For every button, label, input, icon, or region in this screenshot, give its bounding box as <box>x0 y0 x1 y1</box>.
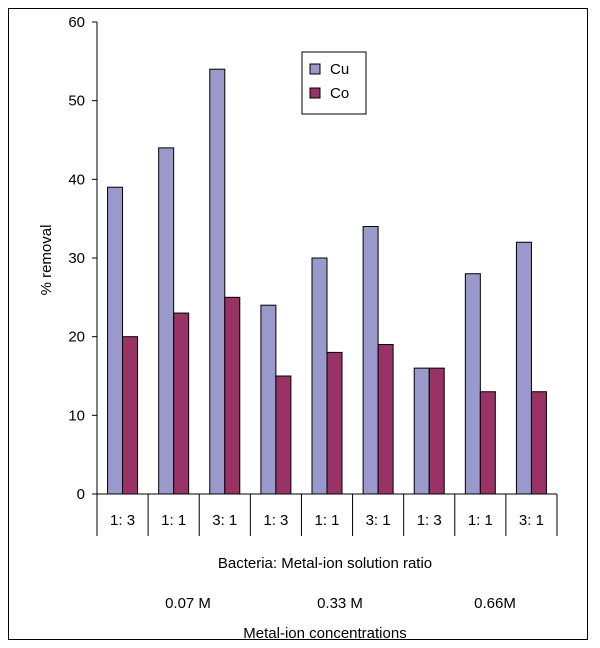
bar-co <box>122 336 139 495</box>
legend-box <box>301 51 367 115</box>
y-tick-label: 0 <box>77 486 85 503</box>
bar-cu <box>464 273 481 495</box>
legend-swatch-cu <box>309 63 321 75</box>
x-tick-label: 1: 1 <box>314 512 339 529</box>
y-tick-label: 10 <box>68 407 85 424</box>
y-tick-label: 50 <box>68 93 85 110</box>
bar-cu <box>311 257 328 495</box>
y-tick-label: 20 <box>68 329 85 346</box>
bar-cu <box>260 304 277 495</box>
x-tick-label: 1: 3 <box>417 512 442 529</box>
x-tick-label: 1: 1 <box>161 512 186 529</box>
bar-co <box>479 391 496 495</box>
bar-cu <box>107 186 124 495</box>
bar-co <box>173 312 190 495</box>
legend-label-cu: Cu <box>330 61 349 78</box>
bar-cu <box>362 226 379 495</box>
x-tick-label: 1: 3 <box>110 512 135 529</box>
x-axis-label: Bacteria: Metal-ion solution ratio <box>218 555 432 572</box>
x-tick-label: 1: 3 <box>263 512 288 529</box>
bar-co <box>224 296 241 495</box>
y-tick-label: 60 <box>68 14 85 31</box>
group-label: 0.66M <box>474 595 516 612</box>
group-label: 0.33 M <box>317 595 363 612</box>
bar-cu <box>209 68 226 495</box>
group-axis-label: Metal-ion concentrations <box>243 625 406 642</box>
legend-label-co: Co <box>330 85 349 102</box>
x-tick-label: 3: 1 <box>519 512 544 529</box>
bar-cu <box>158 147 175 495</box>
group-label: 0.07 M <box>165 595 211 612</box>
x-tick-label: 1: 1 <box>468 512 493 529</box>
bar-cu <box>515 241 532 495</box>
bar-co <box>326 351 343 495</box>
bar-co <box>428 367 445 495</box>
bar-co <box>275 375 292 495</box>
x-tick-label: 3: 1 <box>212 512 237 529</box>
bar-co <box>377 344 394 495</box>
bar-co <box>530 391 547 495</box>
y-tick-label: 40 <box>68 171 85 188</box>
x-tick-label: 3: 1 <box>366 512 391 529</box>
bar-cu <box>413 367 430 495</box>
y-axis-label: % removal <box>38 225 55 296</box>
legend-swatch-co <box>309 87 321 99</box>
y-tick-label: 30 <box>68 250 85 267</box>
chart-frame <box>8 8 588 640</box>
